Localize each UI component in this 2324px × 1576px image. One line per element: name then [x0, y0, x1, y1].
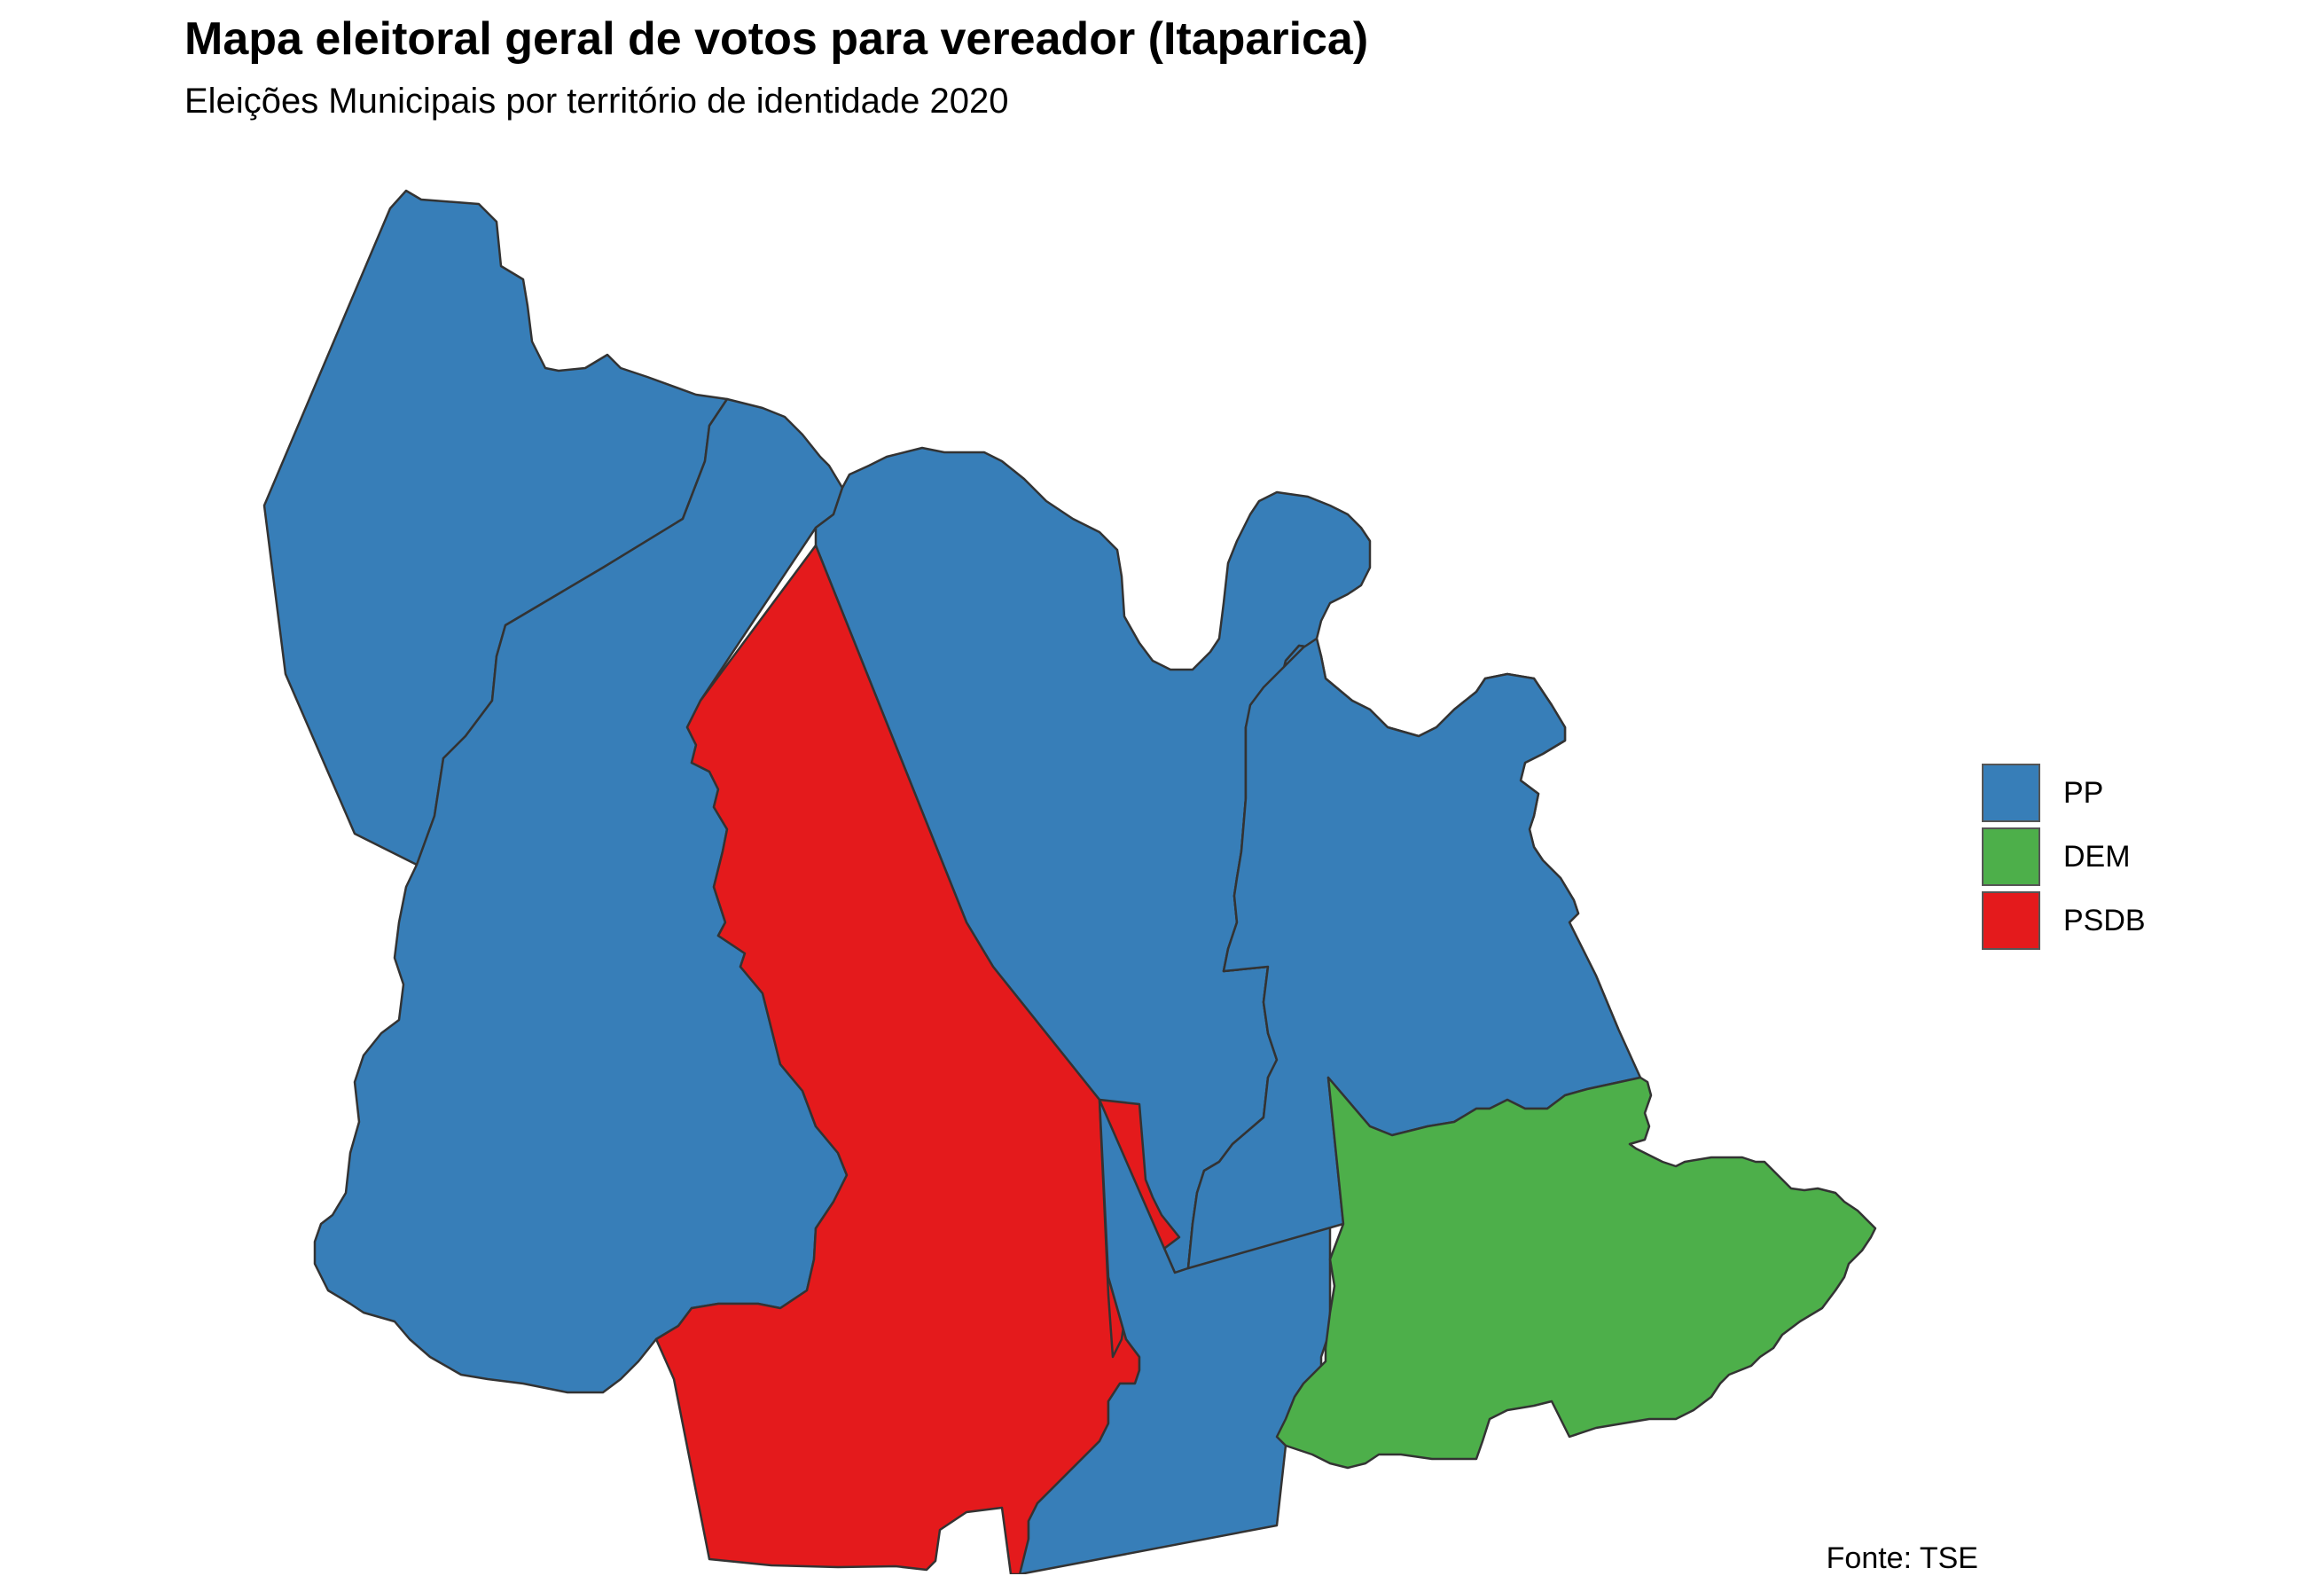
- source-caption: Fonte: TSE: [1826, 1541, 1978, 1575]
- legend-label-dem: DEM: [2063, 839, 2131, 874]
- legend-label-pp: PP: [2063, 775, 2104, 810]
- map-title: Mapa eleitoral geral de votos para verea…: [184, 13, 1369, 65]
- region-south-east[interactable]: [1275, 1076, 1877, 1470]
- map-subtitle: Eleições Municipais por território de id…: [184, 82, 1009, 121]
- legend-key-pp: [1982, 764, 2040, 822]
- legend-key-dem: [1982, 827, 2040, 886]
- legend-key-psdb: [1982, 891, 2040, 950]
- legend-label-psdb: PSDB: [2063, 903, 2146, 937]
- legend: PP DEM PSDB: [1982, 761, 2146, 953]
- legend-item-dem: DEM: [1982, 825, 2146, 889]
- region-east[interactable]: [1186, 637, 1642, 1270]
- legend-item-pp: PP: [1982, 761, 2146, 825]
- legend-item-psdb: PSDB: [1982, 889, 2146, 953]
